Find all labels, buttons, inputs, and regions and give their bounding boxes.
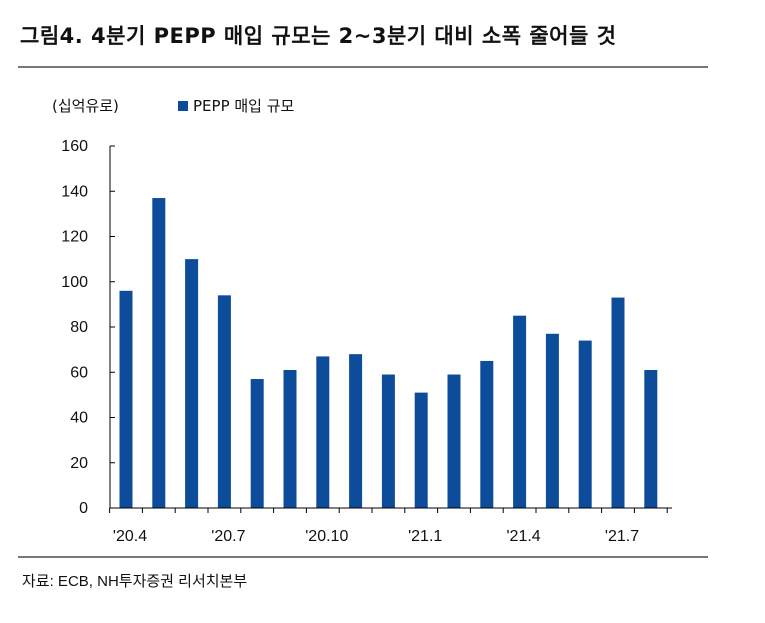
bar <box>611 297 625 508</box>
bar <box>119 290 133 508</box>
bar <box>513 315 527 508</box>
source-note: 자료: ECB, NH투자증권 리서치본부 <box>22 573 248 590</box>
y-tick-label: 20 <box>70 455 88 472</box>
bar <box>480 360 494 508</box>
bar <box>578 340 592 508</box>
y-tick-label: 40 <box>70 410 88 427</box>
x-tick-label: '21.1 <box>408 528 442 545</box>
bar <box>381 374 395 508</box>
y-tick-label: 0 <box>79 500 88 517</box>
bar <box>414 392 428 508</box>
y-tick-label: 140 <box>61 183 88 200</box>
legend-swatch <box>178 100 188 111</box>
bar <box>217 295 231 508</box>
y-axis-unit: (십억유로) <box>52 97 119 115</box>
bottom-divider <box>18 556 708 558</box>
bar <box>185 259 199 508</box>
top-divider <box>18 66 708 68</box>
x-tick-label: '20.10 <box>305 528 348 545</box>
y-tick-label: 60 <box>70 364 88 381</box>
legend: PEPP 매입 규모 <box>178 95 294 116</box>
bar <box>283 369 297 508</box>
bar <box>545 333 559 508</box>
bar <box>447 374 461 508</box>
y-tick-label: 120 <box>61 229 88 246</box>
bar <box>644 369 658 508</box>
y-tick-label: 160 <box>61 138 88 155</box>
chart-title: 그림4. 4분기 PEPP 매입 규모는 2~3분기 대비 소폭 줄어들 것 <box>20 24 617 48</box>
y-tick-label: 100 <box>61 274 88 291</box>
bar <box>250 379 264 508</box>
bar <box>316 356 330 508</box>
x-tick-label: '21.7 <box>605 528 639 545</box>
x-tick-label: '20.4 <box>113 528 147 545</box>
bar <box>152 198 166 508</box>
x-tick-label: '21.4 <box>506 528 540 545</box>
legend-label: PEPP 매입 규모 <box>193 97 295 115</box>
x-tick-label: '20.7 <box>211 528 245 545</box>
bar <box>349 354 363 508</box>
y-tick-label: 80 <box>70 319 88 336</box>
